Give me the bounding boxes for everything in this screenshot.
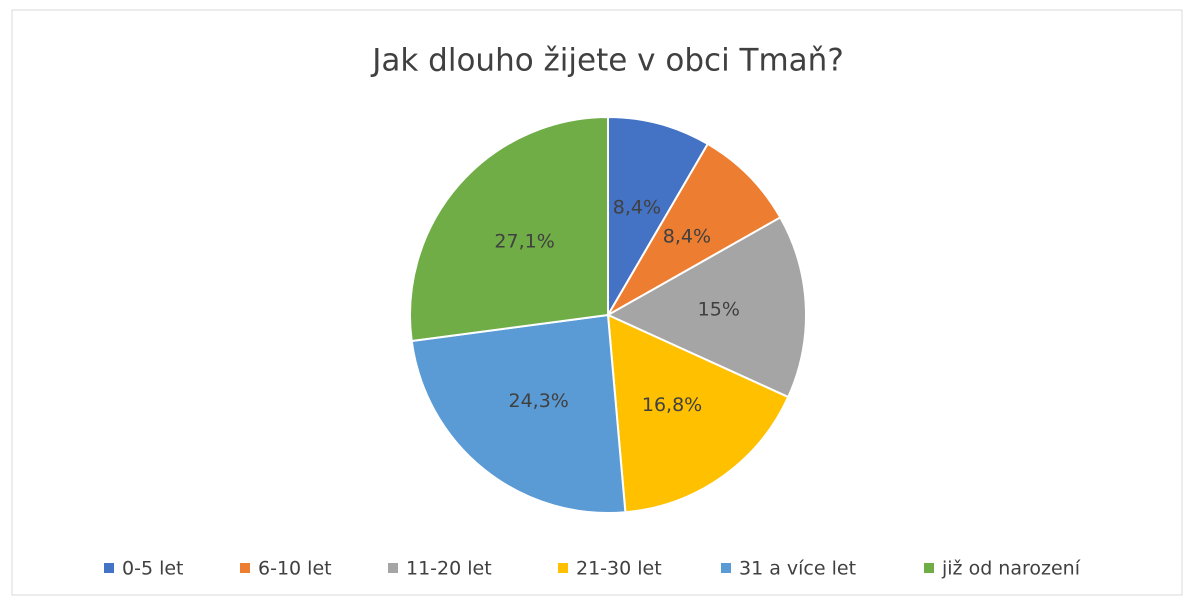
pie-slice	[410, 313, 627, 514]
pie-slice	[606, 313, 790, 514]
legend-label: 6-10 let	[258, 558, 332, 580]
data-label: 8,4%	[663, 226, 711, 248]
legend-swatch	[104, 563, 114, 573]
legend-swatch	[721, 563, 731, 573]
legend-label: 21-30 let	[576, 558, 662, 580]
pie-slice	[607, 115, 710, 319]
legend-swatch	[924, 563, 934, 573]
legend-label: 31 a více let	[739, 558, 856, 580]
legend-swatch	[558, 563, 568, 573]
data-label: 15%	[698, 299, 740, 321]
legend-label: 11-20 let	[406, 558, 492, 580]
legend-label: již od narození	[941, 558, 1081, 580]
data-label: 24,3%	[508, 390, 568, 412]
legend-swatch	[388, 563, 398, 573]
data-label: 8,4%	[613, 196, 661, 218]
pie-slice	[409, 115, 609, 343]
legend-label: 0-5 let	[122, 558, 184, 580]
data-label: 27,1%	[494, 230, 554, 252]
legend-swatch	[240, 563, 250, 573]
chart-title: Jak dlouho žijete v obci Tmaň?	[370, 43, 844, 79]
pie-slice	[605, 216, 807, 399]
data-label: 16,8%	[642, 394, 702, 416]
pie-slice	[605, 142, 782, 318]
